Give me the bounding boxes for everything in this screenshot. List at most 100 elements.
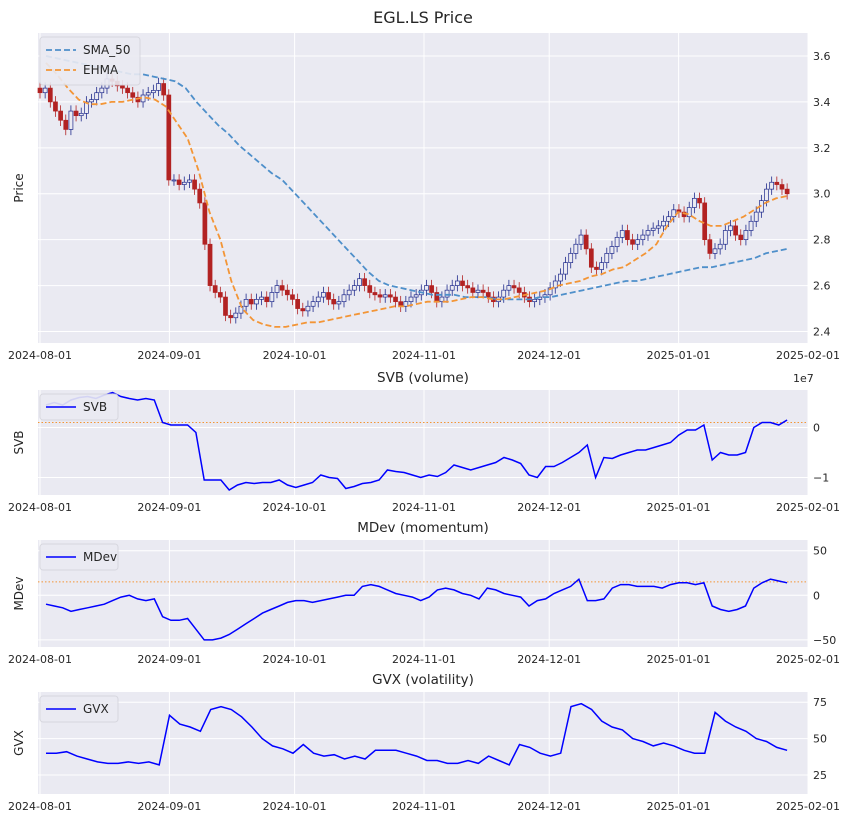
x-tick-label: 2024-11-01 (392, 653, 456, 666)
candle-body (284, 289, 290, 296)
x-tick-label: 2024-12-01 (517, 501, 581, 514)
x-tick-label: 2024-11-01 (392, 501, 456, 514)
panel-1: 2024-08-01 2024-09-01 2024-10-01 2024-11-01… (8, 8, 840, 362)
candle-body (125, 87, 130, 94)
candle-body (207, 243, 213, 286)
candle-body (78, 113, 84, 117)
candle-body (181, 181, 187, 185)
candle-body (53, 101, 58, 112)
legend: GVX (39, 695, 119, 723)
x-tick-label: 2024-12-01 (517, 653, 581, 666)
candle-body (377, 294, 383, 298)
candle-body (666, 216, 671, 222)
candle-body (506, 285, 512, 291)
candle-body (120, 85, 125, 89)
candle-body (743, 230, 749, 241)
candle-body (351, 285, 357, 291)
candle-body (779, 184, 785, 190)
candle-body (655, 225, 661, 229)
candle-body (717, 243, 723, 250)
legend: MDev (39, 543, 119, 571)
legend: SVB (39, 393, 119, 421)
x-tick-label: 2024-12-01 (517, 349, 581, 362)
plot-area (38, 692, 808, 794)
candle-body (166, 94, 172, 181)
candle-body (130, 92, 136, 98)
candle-body (650, 227, 656, 231)
candle-body (604, 253, 610, 263)
panel-title: EGL.LS Price (373, 8, 473, 27)
candle-body (485, 292, 491, 298)
x-tick-label: 2025-01-01 (647, 800, 711, 813)
candle-body (228, 315, 233, 319)
candle-body (774, 181, 780, 185)
candle-body (73, 110, 79, 117)
legend-box (39, 36, 141, 86)
x-tick-label: 2024-11-01 (392, 349, 456, 362)
candle-body (429, 285, 434, 293)
candle-body (197, 188, 203, 204)
candle-body (733, 225, 738, 236)
candle-body (393, 296, 398, 303)
candle-body (362, 278, 367, 286)
candle-body (563, 262, 568, 275)
candle-body (321, 292, 326, 298)
y-tick-label: 0 (813, 589, 820, 602)
candle-body (315, 296, 321, 303)
y-axis-label: MDev (12, 576, 26, 610)
candle-body (68, 110, 74, 130)
candle-body (290, 294, 295, 300)
candle-body (480, 289, 486, 293)
x-tick-label: 2024-10-01 (263, 349, 327, 362)
x-tick-label: 2024-09-01 (137, 800, 201, 813)
candle-body (748, 220, 754, 231)
candle-body (558, 273, 563, 282)
x-tick-label: 2024-10-01 (263, 653, 327, 666)
candle-body (408, 296, 414, 303)
y-tick-label: 50 (813, 733, 827, 746)
plot-area (38, 33, 808, 343)
series-line-ehma (45, 62, 788, 328)
candle-body (568, 253, 574, 263)
legend: SMA_50 EHMA (39, 36, 141, 86)
legend-label: SVB (83, 400, 107, 414)
candle-body (341, 294, 347, 303)
candle-body (712, 248, 718, 254)
candle-body (532, 299, 538, 303)
candle-body (599, 262, 604, 270)
series-line-mdev (45, 577, 788, 641)
candle-body (434, 292, 440, 303)
x-tick-label: 2025-02-01 (776, 800, 840, 813)
candle-body (573, 243, 579, 254)
candle-body (702, 202, 708, 241)
candle-body (728, 225, 733, 231)
candle-body (388, 294, 393, 298)
candle-body (722, 230, 728, 245)
candle-body (686, 207, 692, 218)
candle-body (475, 289, 481, 293)
candle-body (449, 285, 455, 291)
x-tick-label: 2024-09-01 (137, 349, 201, 362)
x-tick-label: 2024-10-01 (263, 501, 327, 514)
legend-label: SMA_50 (83, 43, 130, 57)
candle-body (413, 294, 419, 298)
candle-body (516, 287, 522, 293)
y-scale-label: 1e7 (793, 372, 814, 385)
x-tick-label: 2024-09-01 (137, 653, 201, 666)
candle-body (588, 248, 594, 268)
panel-title: SVB (volume) (377, 370, 469, 386)
candle-body (764, 188, 769, 201)
candle-body (305, 305, 311, 312)
panel-4: 2024-08-01 2024-09-01 2024-10-01 2024-11-01… (8, 672, 840, 813)
x-tick-label: 2024-08-01 (8, 349, 72, 362)
candle-body (614, 237, 620, 247)
candle-body (63, 119, 69, 130)
candle-body (501, 289, 507, 298)
candle-body (274, 285, 280, 293)
x-tick-label: 2024-11-01 (392, 800, 456, 813)
candle-body (300, 308, 306, 312)
candle-body (635, 239, 641, 245)
candle-body (424, 285, 429, 291)
legend-box (39, 393, 119, 421)
